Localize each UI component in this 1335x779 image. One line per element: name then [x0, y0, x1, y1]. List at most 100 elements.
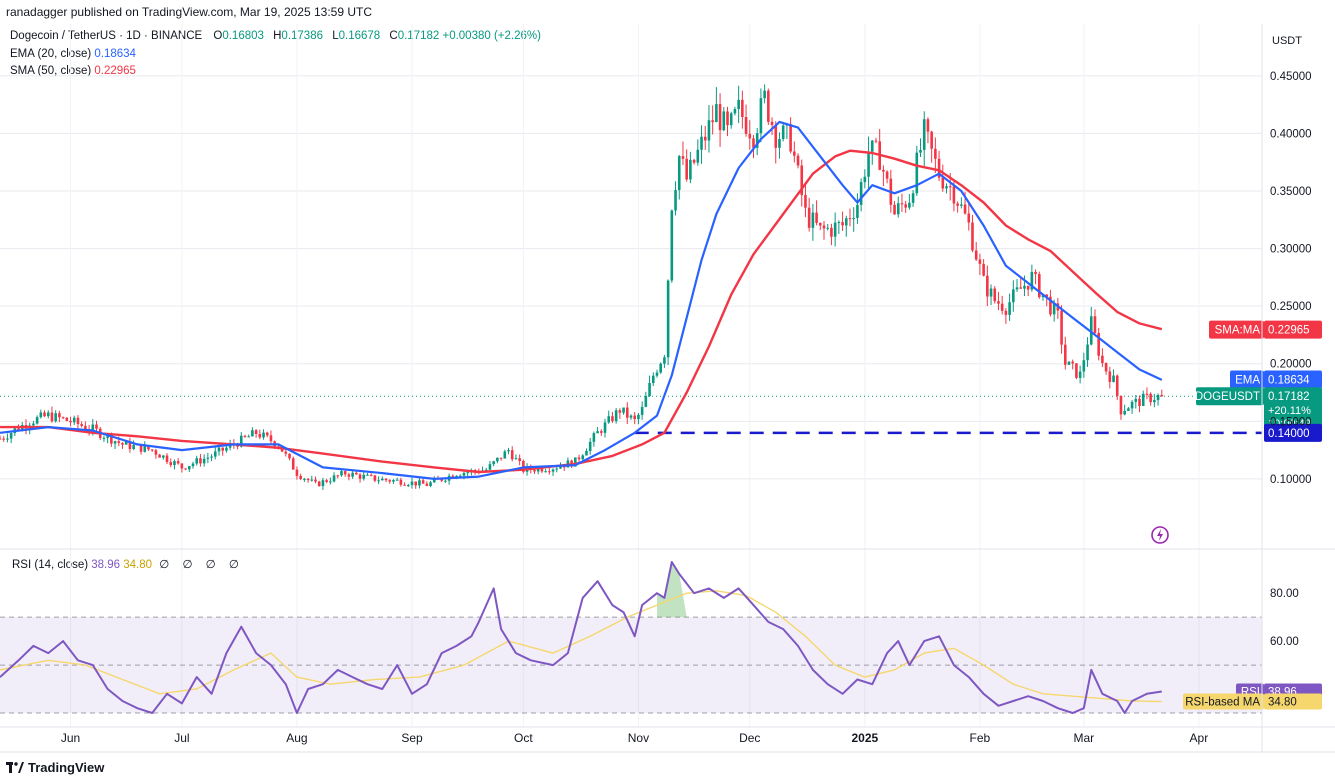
candle-body	[882, 169, 885, 172]
candle-body	[900, 203, 904, 205]
candle-body	[778, 138, 781, 148]
open-value: 0.16803	[222, 30, 264, 42]
candle-body	[58, 413, 61, 418]
candle-body	[158, 454, 161, 458]
candle-body	[314, 479, 317, 482]
candle-body	[1049, 296, 1052, 315]
candles-layer	[0, 84, 1164, 491]
candle-body	[406, 485, 410, 487]
candle-body	[54, 413, 57, 422]
candle-body	[503, 451, 507, 459]
candle-body	[254, 430, 258, 434]
candle-body	[510, 450, 514, 460]
candle-body	[336, 475, 340, 477]
candle-body	[247, 436, 250, 438]
candle-body	[611, 416, 614, 422]
candle-body	[945, 186, 948, 189]
candle-body	[870, 140, 874, 152]
candle-body	[885, 171, 889, 179]
time-tick-label: Jun	[61, 731, 80, 745]
candle-body	[1019, 287, 1023, 289]
candle-body	[618, 410, 622, 413]
candle-body	[147, 445, 150, 450]
time-tick-label: Dec	[739, 731, 760, 745]
candle-body	[663, 357, 666, 364]
candle-body	[544, 471, 547, 473]
candle-body	[748, 133, 752, 139]
candle-body	[340, 471, 343, 476]
candle-body	[804, 195, 807, 208]
ema-tag-bg	[1230, 370, 1264, 389]
candle-body	[726, 111, 729, 126]
candle-body	[600, 431, 603, 433]
time-tick-label: Jul	[174, 731, 189, 745]
candle-body	[113, 441, 117, 444]
candle-body	[982, 263, 985, 276]
candle-body	[548, 471, 551, 473]
price-tick-label: 0.45000	[1270, 71, 1312, 83]
candle-body	[644, 395, 648, 407]
candle-body	[655, 372, 659, 376]
candle-body	[763, 90, 766, 99]
rsi-legend[interactable]: RSI (14, close) 38.96 34.80 ∅ ∅ ∅ ∅	[12, 557, 244, 571]
candle-body	[61, 417, 65, 419]
candle-body	[1078, 371, 1082, 378]
candle-body	[789, 124, 792, 152]
candle-body	[696, 149, 700, 163]
candle-body	[844, 218, 848, 226]
price-tick-label: 0.20000	[1270, 359, 1312, 371]
candle-body	[588, 441, 592, 451]
candle-body	[2, 438, 6, 440]
candle-body	[997, 301, 1000, 304]
candle-body	[1130, 401, 1134, 409]
candle-body	[711, 120, 714, 123]
support-value-tag-bg	[1264, 423, 1322, 442]
candle-body	[95, 424, 98, 429]
symbol-name[interactable]: Dogecoin / TetherUS · 1D · BINANCE	[10, 30, 203, 42]
candle-body	[681, 156, 685, 159]
candle-body	[670, 210, 674, 281]
grid-layer	[0, 24, 1262, 727]
candle-body	[852, 218, 856, 220]
candle-body	[574, 457, 577, 467]
candle-body	[403, 484, 406, 486]
candle-body	[35, 417, 39, 424]
candle-body	[213, 451, 217, 457]
candle-body	[536, 467, 540, 472]
symbol-tag: DOGEUSDT	[1195, 391, 1260, 403]
candle-body	[930, 131, 933, 149]
candle-body	[577, 457, 581, 460]
candle-body	[811, 212, 815, 228]
candle-body	[50, 412, 54, 422]
candle-body	[1012, 289, 1015, 303]
candle-body	[343, 471, 347, 475]
ema-tag: EMA	[1235, 374, 1260, 386]
rsi-overbought-fill	[657, 562, 687, 618]
footer-brand-text: TradingView	[28, 760, 105, 775]
candle-body	[993, 288, 997, 302]
candle-body	[1063, 344, 1067, 365]
candle-body	[919, 149, 922, 153]
candle-body	[744, 116, 748, 134]
price-axis-unit[interactable]: USDT	[1272, 35, 1302, 47]
candle-body	[692, 159, 696, 163]
candle-body	[132, 445, 135, 450]
footer-brand[interactable]: TradingView	[6, 760, 104, 775]
candle-body	[1067, 361, 1071, 365]
last-price-block	[1264, 387, 1322, 432]
lightning-icon[interactable]	[1150, 525, 1170, 545]
candle-body	[317, 481, 321, 487]
candle-body	[392, 480, 395, 482]
price-tick-label: 0.10000	[1270, 474, 1312, 486]
candle-body	[978, 259, 982, 264]
candle-body	[700, 136, 703, 150]
candle-body	[0, 438, 2, 440]
candle-body	[1101, 355, 1104, 364]
candle-body	[121, 442, 124, 445]
candle-body	[84, 425, 87, 430]
candle-body	[377, 480, 380, 482]
candle-body	[937, 158, 941, 178]
candle-body	[956, 203, 959, 206]
candle-body	[169, 462, 173, 466]
